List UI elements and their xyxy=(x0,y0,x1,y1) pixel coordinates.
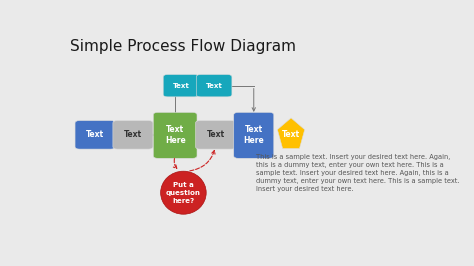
FancyBboxPatch shape xyxy=(163,74,199,97)
Text: Text: Text xyxy=(86,130,104,139)
Text: Text: Text xyxy=(207,130,225,139)
FancyBboxPatch shape xyxy=(196,74,232,97)
FancyBboxPatch shape xyxy=(196,120,236,149)
Text: Text: Text xyxy=(282,130,300,139)
Text: Simple Process Flow Diagram: Simple Process Flow Diagram xyxy=(70,39,296,54)
Polygon shape xyxy=(277,118,305,148)
Text: Put a
question
here?: Put a question here? xyxy=(166,182,201,204)
FancyBboxPatch shape xyxy=(75,120,115,149)
Text: Text
Here: Text Here xyxy=(165,125,185,146)
Text: Text
Here: Text Here xyxy=(243,125,264,146)
FancyBboxPatch shape xyxy=(234,113,274,158)
FancyBboxPatch shape xyxy=(153,113,197,158)
Text: Text: Text xyxy=(206,83,222,89)
FancyBboxPatch shape xyxy=(113,120,153,149)
Text: Text: Text xyxy=(173,83,190,89)
Ellipse shape xyxy=(161,171,206,214)
Text: This is a sample text. Insert your desired text here. Again,
this is a dummy tex: This is a sample text. Insert your desir… xyxy=(256,154,459,192)
Text: Text: Text xyxy=(124,130,142,139)
